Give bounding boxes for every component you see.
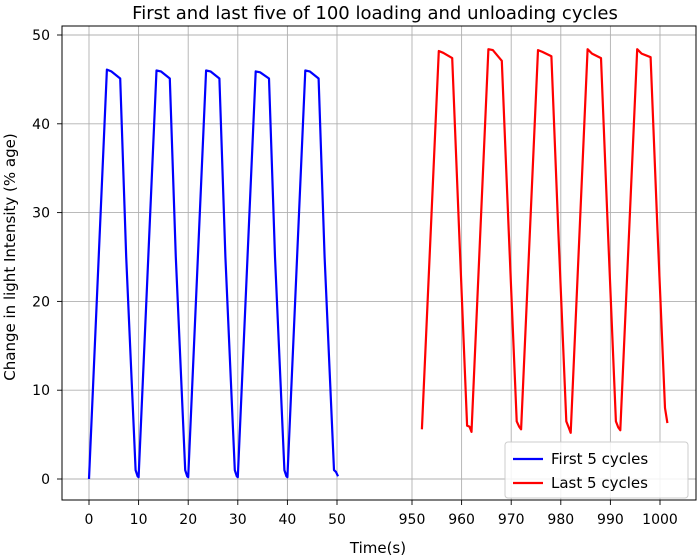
series-line-2 bbox=[420, 48, 669, 434]
x-tick-label: 960 bbox=[448, 512, 475, 528]
x-tick-label: 1000 bbox=[642, 512, 678, 528]
y-tick-label: 0 bbox=[41, 472, 50, 488]
x-tick-label: 970 bbox=[498, 512, 525, 528]
legend: First 5 cycles Last 5 cycles bbox=[504, 441, 689, 499]
legend-box bbox=[504, 441, 689, 499]
series-line-1 bbox=[87, 68, 340, 480]
plot-frame bbox=[61, 25, 697, 501]
x-tick-label: 20 bbox=[179, 512, 197, 528]
x-axis-label: Time(s) bbox=[349, 539, 406, 557]
y-tick-label: 20 bbox=[32, 294, 50, 310]
x-tick-label: 990 bbox=[597, 512, 624, 528]
x-tick-label: 40 bbox=[278, 512, 296, 528]
legend-label-first: First 5 cycles bbox=[551, 450, 648, 468]
chart-title: First and last five of 100 loading and u… bbox=[132, 3, 618, 24]
y-tick-label: 50 bbox=[32, 28, 50, 44]
x-tick-label: 30 bbox=[229, 512, 247, 528]
y-axis-label: Change in light Intensity (% age) bbox=[1, 133, 19, 380]
y-tick-label: 10 bbox=[32, 383, 50, 399]
x-tick-label: 10 bbox=[130, 512, 148, 528]
legend-label-last: Last 5 cycles bbox=[551, 474, 648, 492]
y-tick-label: 30 bbox=[32, 206, 50, 222]
x-tick-label: 50 bbox=[328, 512, 346, 528]
x-tick-label: 950 bbox=[399, 512, 426, 528]
grid bbox=[62, 26, 696, 500]
series-layer bbox=[87, 48, 669, 480]
tick-labels: 0 10 20 30 40 50 0 10 20 30 40 50 950 960 970 980 990 100… bbox=[32, 28, 678, 528]
x-tick-label: 980 bbox=[547, 512, 574, 528]
x-tick-label: 0 bbox=[85, 512, 94, 528]
y-tick-label: 40 bbox=[32, 117, 50, 133]
